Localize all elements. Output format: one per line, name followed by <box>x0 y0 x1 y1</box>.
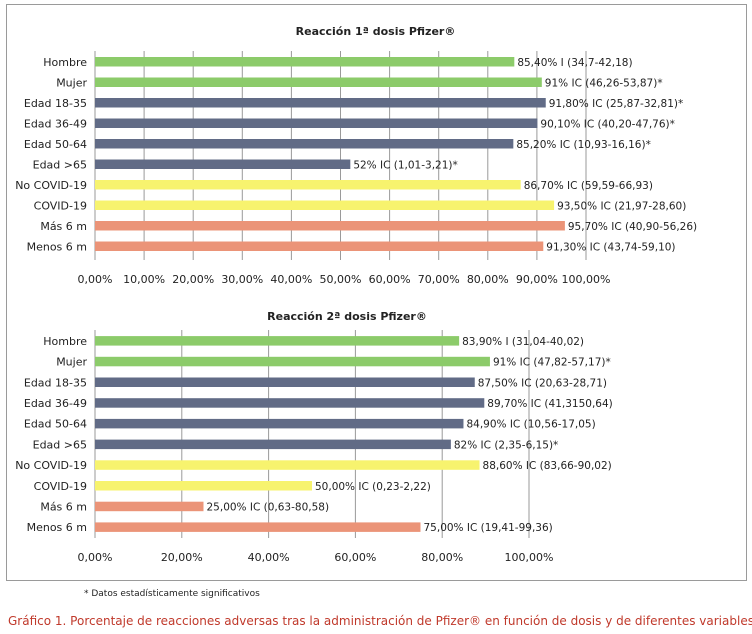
category-label: Edad 18-35 <box>24 97 87 110</box>
bar <box>95 221 565 231</box>
category-label: Mujer <box>56 76 87 89</box>
bar <box>95 336 460 346</box>
data-label: 91% IC (47,82-57,17)* <box>493 357 611 369</box>
category-label: Edad >65 <box>33 438 87 451</box>
category-label: Menos 6 m <box>27 240 87 253</box>
x-tick-label: 50,00% <box>320 273 362 286</box>
x-tick-label: 40,00% <box>270 273 312 286</box>
category-label: Edad 36-49 <box>24 117 87 130</box>
charts-canvas: Reacción 1ª dosis Pfizer® 0,00% 10,00% 20,0… <box>15 25 697 564</box>
category-label: Edad 50-64 <box>24 418 87 431</box>
category-label: COVID-19 <box>34 199 87 212</box>
data-label: 25,00% IC (0,63-80,58) <box>207 501 330 513</box>
data-label: 52% IC (1,01-3,21)* <box>353 159 457 171</box>
category-label: Menos 6 m <box>27 521 87 534</box>
bar <box>95 200 555 210</box>
data-label: 82% IC (2,35-6,15)* <box>454 439 558 451</box>
data-label: 85,40% I (34,7-42,18) <box>517 57 632 69</box>
chart-dose-2: Reacción 2ª dosis Pfizer® 0,00% 20,00% 40,0… <box>15 310 613 564</box>
x-tick-label: 20,00% <box>161 551 203 564</box>
data-label: 91,80% IC (25,87-32,81)* <box>549 98 684 110</box>
bar <box>95 139 514 149</box>
bar <box>95 377 475 387</box>
bar <box>95 77 542 87</box>
bar <box>95 159 351 169</box>
data-label: 87,50% IC (20,63-28,71) <box>478 377 607 389</box>
data-label: 91,30% IC (43,74-59,10) <box>546 241 675 253</box>
data-label: 85,20% IC (10,93-16,16)* <box>516 139 651 151</box>
data-label: 95,70% IC (40,90-56,26) <box>568 221 697 233</box>
chart-dose-1: Reacción 1ª dosis Pfizer® 0,00% 10,00% 20,0… <box>15 25 697 286</box>
bar <box>95 481 312 491</box>
bar <box>95 356 490 367</box>
bar <box>95 501 204 512</box>
x-tick-label: 80,00% <box>421 551 463 564</box>
category-label: Edad >65 <box>33 158 87 171</box>
footnote: * Datos estadísticamente significativos <box>84 589 260 599</box>
bar <box>95 118 538 128</box>
x-tick-label: 80,00% <box>467 273 509 286</box>
chart-frame <box>6 4 747 581</box>
bar <box>95 398 485 408</box>
category-label: Edad 18-35 <box>24 376 87 389</box>
x-tick-label: 100,00% <box>505 551 554 564</box>
chart-title: Reacción 2ª dosis Pfizer® <box>267 310 427 323</box>
x-tick-label: 90,00% <box>516 273 558 286</box>
data-label: 91% IC (46,26-53,87)* <box>545 77 663 89</box>
data-label: 75,00% IC (19,41-99,36) <box>424 522 553 534</box>
category-label: Hombre <box>43 56 87 69</box>
bar <box>95 57 515 67</box>
bar <box>95 418 464 429</box>
category-label: Edad 36-49 <box>24 397 87 410</box>
data-label: 90,10% IC (40,20-47,76)* <box>540 118 675 130</box>
chart-title: Reacción 1ª dosis Pfizer® <box>296 25 456 38</box>
bar <box>95 98 546 108</box>
bar <box>95 460 480 470</box>
bar <box>95 522 421 532</box>
category-label: No COVID-19 <box>15 179 87 192</box>
data-label: 88,60% IC (83,66-90,02) <box>483 460 612 472</box>
x-tick-label: 0,00% <box>78 273 113 286</box>
x-tick-label: 100,00% <box>562 273 611 286</box>
category-label: Más 6 m <box>40 220 87 233</box>
data-label: 89,70% IC (41,3150,64) <box>487 398 612 410</box>
bar <box>95 180 521 190</box>
x-tick-label: 0,00% <box>78 551 113 564</box>
data-label: 83,90% I (31,04-40,02) <box>462 336 584 348</box>
x-tick-label: 10,00% <box>123 273 165 286</box>
data-label: 93,50% IC (21,97-28,60) <box>557 200 686 212</box>
x-tick-label: 40,00% <box>248 551 290 564</box>
category-label: Más 6 m <box>40 500 87 513</box>
category-label: No COVID-19 <box>15 459 87 472</box>
category-label: Mujer <box>56 356 87 369</box>
data-label: 50,00% IC (0,23-2,22) <box>315 481 431 493</box>
category-label: COVID-19 <box>34 480 87 493</box>
data-label: 86,70% IC (59,59-66,93) <box>524 180 653 192</box>
figure-caption: Gráfico 1. Porcentaje de reacciones adve… <box>8 614 752 628</box>
bar <box>95 241 544 251</box>
x-tick-label: 70,00% <box>418 273 460 286</box>
category-label: Edad 50-64 <box>24 138 87 151</box>
data-label: 84,90% IC (10,56-17,05) <box>466 419 595 431</box>
x-tick-label: 60,00% <box>369 273 411 286</box>
x-tick-label: 30,00% <box>221 273 263 286</box>
x-tick-label: 20,00% <box>172 273 214 286</box>
bar <box>95 439 451 450</box>
x-tick-label: 60,00% <box>334 551 376 564</box>
category-label: Hombre <box>43 335 87 348</box>
